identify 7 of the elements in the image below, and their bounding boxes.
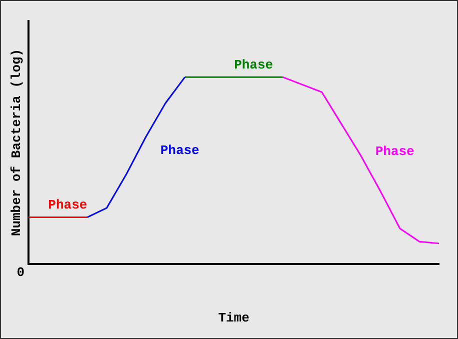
series-label: Phase xyxy=(160,143,200,158)
series-label: Phase xyxy=(234,57,274,72)
y-axis-title: Number of Bacteria (log) xyxy=(9,48,24,236)
series-label: Phase xyxy=(375,144,415,159)
text: 0 xyxy=(16,264,25,280)
x-axis-title: Time xyxy=(218,310,250,326)
series-label: Phase xyxy=(48,198,88,213)
